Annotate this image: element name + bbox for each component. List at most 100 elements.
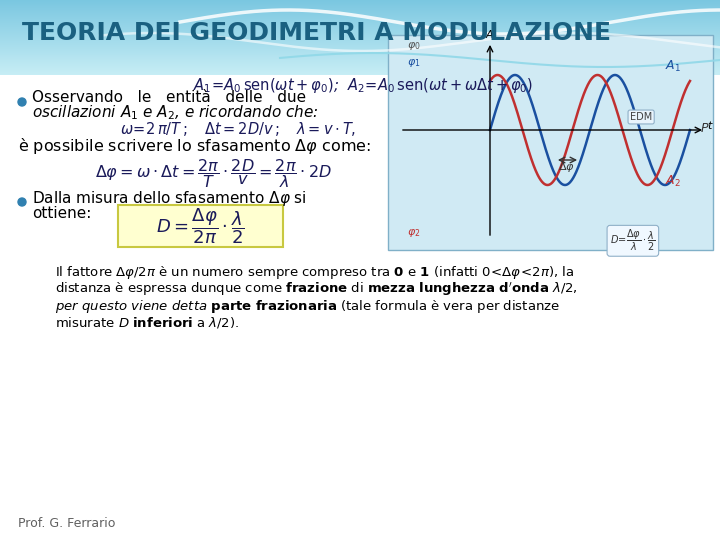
Text: $\varphi_1$: $\varphi_1$ xyxy=(407,57,420,69)
Bar xyxy=(0,71,720,72)
Bar xyxy=(0,52,720,53)
Bar xyxy=(0,9,720,10)
Circle shape xyxy=(18,98,26,106)
Bar xyxy=(0,73,720,74)
Bar xyxy=(0,13,720,14)
Bar xyxy=(0,38,720,39)
Bar xyxy=(0,26,720,27)
Bar xyxy=(0,16,720,17)
Text: $\mathit{per\ questo\ viene\ detta}$ $\mathbf{parte\ frazionaria}$ (tale formula: $\mathit{per\ questo\ viene\ detta}$ $\m… xyxy=(55,298,560,315)
Text: $A_2$: $A_2$ xyxy=(665,174,681,189)
Bar xyxy=(0,66,720,67)
Text: $\Delta\varphi$: $\Delta\varphi$ xyxy=(558,160,575,174)
Bar xyxy=(0,29,720,30)
Bar xyxy=(0,36,720,37)
Bar xyxy=(0,75,720,540)
Bar xyxy=(0,60,720,61)
Bar xyxy=(0,58,720,59)
Bar xyxy=(0,23,720,24)
Text: $\Delta\varphi = \omega \cdot \Delta t = \dfrac{2\pi}{T} \cdot \dfrac{2D}{v} = \: $\Delta\varphi = \omega \cdot \Delta t =… xyxy=(95,158,332,191)
Text: $t$: $t$ xyxy=(707,119,714,131)
Bar xyxy=(0,62,720,63)
Bar xyxy=(0,18,720,19)
Bar xyxy=(0,6,720,7)
Bar xyxy=(0,49,720,50)
Bar xyxy=(0,19,720,20)
Text: $\varphi_0$: $\varphi_0$ xyxy=(407,40,420,52)
Text: oscillazioni $A_1$ e $A_2$, e ricordando che:: oscillazioni $A_1$ e $A_2$, e ricordando… xyxy=(32,104,319,123)
Bar xyxy=(0,43,720,44)
Text: TEORIA DEI GEODIMETRI A MODULAZIONE: TEORIA DEI GEODIMETRI A MODULAZIONE xyxy=(22,21,611,45)
Bar xyxy=(0,1,720,2)
Bar xyxy=(0,44,720,45)
Text: $A$: $A$ xyxy=(485,28,495,40)
Bar xyxy=(0,10,720,11)
Bar xyxy=(0,2,720,3)
Text: distanza è espressa dunque come $\mathbf{frazione}$ di $\mathbf{mezza\ lunghezza: distanza è espressa dunque come $\mathbf… xyxy=(55,281,577,299)
Bar xyxy=(0,32,720,33)
Bar xyxy=(0,14,720,15)
Bar xyxy=(0,20,720,21)
Bar xyxy=(0,28,720,29)
Bar xyxy=(0,22,720,23)
Bar xyxy=(0,59,720,60)
Bar xyxy=(0,11,720,12)
Text: Dalla misura dello sfasamento $\Delta\varphi$ si: Dalla misura dello sfasamento $\Delta\va… xyxy=(32,188,307,207)
Text: $P$: $P$ xyxy=(700,122,709,135)
Bar xyxy=(0,56,720,57)
Bar xyxy=(0,64,720,65)
Bar xyxy=(0,12,720,13)
Bar xyxy=(0,47,720,48)
Bar xyxy=(0,17,720,18)
Bar xyxy=(0,33,720,34)
Bar xyxy=(0,42,720,43)
Text: Osservando   le   entità   delle   due: Osservando le entità delle due xyxy=(32,91,306,105)
Bar xyxy=(0,45,720,46)
Bar xyxy=(0,40,720,41)
Bar xyxy=(0,34,720,35)
Circle shape xyxy=(18,198,26,206)
Bar xyxy=(0,74,720,75)
Bar xyxy=(0,39,720,40)
Text: misurate $D$ $\mathbf{inferiori}$ a $\lambda$/2).: misurate $D$ $\mathbf{inferiori}$ a $\la… xyxy=(55,315,239,330)
Bar xyxy=(0,53,720,54)
Bar xyxy=(0,70,720,71)
Bar xyxy=(0,67,720,68)
Text: $\varphi_2$: $\varphi_2$ xyxy=(407,227,420,239)
Text: è possibile scrivere lo sfasamento $\Delta\varphi$ come:: è possibile scrivere lo sfasamento $\Del… xyxy=(18,136,371,156)
Bar xyxy=(0,0,720,1)
Text: Prof. G. Ferrario: Prof. G. Ferrario xyxy=(18,517,115,530)
Bar xyxy=(0,72,720,73)
Bar xyxy=(388,35,713,250)
Bar xyxy=(0,48,720,49)
Bar xyxy=(118,205,283,247)
Text: $D = \dfrac{\Delta\varphi}{2\pi} \cdot \dfrac{\lambda}{2}$: $D = \dfrac{\Delta\varphi}{2\pi} \cdot \… xyxy=(156,206,244,246)
Text: Il fattore $\Delta\varphi/2\pi$ è un numero sempre compreso tra $\mathbf{0}$ e $: Il fattore $\Delta\varphi/2\pi$ è un num… xyxy=(55,264,575,281)
Bar xyxy=(0,30,720,31)
Bar xyxy=(0,37,720,38)
Bar xyxy=(0,63,720,64)
Bar xyxy=(0,27,720,28)
Bar xyxy=(0,25,720,26)
Bar xyxy=(0,69,720,70)
Bar xyxy=(0,35,720,36)
Bar xyxy=(0,50,720,51)
Bar xyxy=(0,51,720,52)
Bar xyxy=(0,21,720,22)
Bar xyxy=(0,24,720,25)
Text: EDM: EDM xyxy=(630,112,652,122)
Bar xyxy=(0,7,720,8)
Bar xyxy=(0,8,720,9)
Text: $A_1$: $A_1$ xyxy=(665,59,681,74)
Text: $\omega\!=\!2\,\pi/T\,;\quad \Delta t = 2D/v\,;\quad \lambda = v\cdot T,$: $\omega\!=\!2\,\pi/T\,;\quad \Delta t = … xyxy=(120,120,356,138)
Text: $A_1\!=\!A_0\,\mathrm{sen}(\omega t + \varphi_0)$;  $A_2\!=\!A_0\,\mathrm{sen}(\: $A_1\!=\!A_0\,\mathrm{sen}(\omega t + \v… xyxy=(193,76,534,95)
Bar xyxy=(0,41,720,42)
Bar xyxy=(0,5,720,6)
Bar xyxy=(0,4,720,5)
Text: $D\!=\!\dfrac{\Delta\varphi}{\lambda}\cdot\dfrac{\lambda}{2}$: $D\!=\!\dfrac{\Delta\varphi}{\lambda}\cd… xyxy=(610,228,656,253)
Bar xyxy=(0,57,720,58)
Bar xyxy=(0,68,720,69)
Bar xyxy=(0,61,720,62)
Bar xyxy=(0,15,720,16)
Bar xyxy=(0,65,720,66)
